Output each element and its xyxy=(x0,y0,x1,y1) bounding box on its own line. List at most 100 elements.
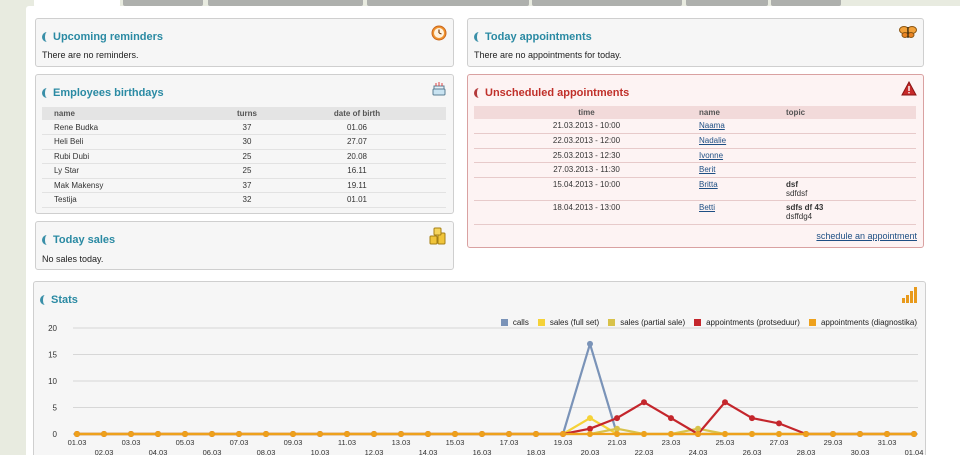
appointment-name-link[interactable]: Naama xyxy=(699,121,725,130)
data-point xyxy=(344,431,350,437)
chart-legend: calls sales (full set) sales (partial sale… xyxy=(492,318,917,327)
appointment-topic xyxy=(786,162,916,178)
table-row: Rubi Dubi 25 20.08 xyxy=(42,149,446,164)
data-point xyxy=(182,431,188,437)
col-name-header: name xyxy=(42,107,212,120)
appointment-name-link[interactable]: Ivonne xyxy=(699,150,724,160)
appointment-topic xyxy=(786,133,916,149)
legend-label: appointments (protseduur) xyxy=(706,318,800,327)
data-point xyxy=(101,431,107,437)
employee-turns: 30 xyxy=(212,134,282,150)
employee-name: Rene Budka xyxy=(42,120,212,135)
topic-subtitle: sdfdsf xyxy=(786,188,808,198)
legend-swatch xyxy=(500,319,508,326)
employee-turns: 37 xyxy=(212,178,282,193)
legend-item[interactable]: appointments (diagnostika) xyxy=(808,318,917,327)
reminders-title: Upcoming reminders xyxy=(42,31,163,43)
tab-7[interactable] xyxy=(771,0,841,6)
employee-dob: 20.08 xyxy=(282,149,432,164)
employee-name: Heli Beli xyxy=(42,134,212,150)
data-point xyxy=(479,431,485,437)
appointment-name-link[interactable]: Britta xyxy=(699,179,718,189)
data-point xyxy=(209,431,215,437)
legend-item[interactable]: appointments (protseduur) xyxy=(694,318,800,327)
x-tick-label: 08.03 xyxy=(257,448,276,455)
col-name-header: name xyxy=(699,106,786,119)
data-point xyxy=(371,431,377,437)
today-sales-title: Today sales xyxy=(42,234,115,246)
data-point xyxy=(290,431,296,437)
unscheduled-table: time name topic 21.03.2013 - 10:00 Naama … xyxy=(474,106,916,225)
series-line xyxy=(77,401,914,436)
appointment-name-link[interactable]: Berit xyxy=(699,165,716,174)
x-tick-label: 12.03 xyxy=(365,448,384,455)
unscheduled-header-row: time name topic xyxy=(474,106,916,119)
birthdays-panel: Employees birthdays name turns date of b… xyxy=(35,74,454,214)
employee-dob: 16.11 xyxy=(282,163,432,179)
reminders-empty-text: There are no reminders. xyxy=(42,50,139,60)
x-tick-label: 06.03 xyxy=(203,448,222,455)
y-tick-label: 5 xyxy=(53,404,58,413)
birthdays-title: Employees birthdays xyxy=(42,87,164,99)
tab-5[interactable] xyxy=(532,0,682,6)
x-tick-label: 13.03 xyxy=(392,438,411,447)
tab-6[interactable] xyxy=(686,0,768,6)
appointment-name-link[interactable]: Betti xyxy=(699,202,716,212)
employee-name: Rubi Dubi xyxy=(42,149,212,164)
legend-item[interactable]: sales (partial sale) xyxy=(608,318,685,327)
x-tick-label: 27.03 xyxy=(770,438,789,447)
today-appointments-empty-text: There are no appointments for today. xyxy=(474,50,622,60)
reminders-panel: Upcoming reminders There are no reminder… xyxy=(35,18,454,67)
employee-dob: 27.07 xyxy=(282,134,432,150)
x-tick-label: 01.04 xyxy=(905,448,924,455)
data-point xyxy=(587,425,593,432)
data-point xyxy=(587,415,593,422)
data-point xyxy=(614,415,620,422)
appointment-time: 22.03.2013 - 12:00 xyxy=(474,133,699,149)
x-tick-label: 19.03 xyxy=(554,438,573,447)
x-tick-label: 15.03 xyxy=(446,438,465,447)
data-point xyxy=(857,431,863,437)
x-tick-label: 20.03 xyxy=(581,448,600,455)
table-row: 21.03.2013 - 10:00 Naama xyxy=(474,119,916,134)
data-point xyxy=(587,431,593,437)
x-tick-label: 16.03 xyxy=(473,448,492,455)
schedule-appointment-link[interactable]: schedule an appointment xyxy=(816,231,917,241)
data-point xyxy=(803,431,809,437)
x-tick-label: 18.03 xyxy=(527,448,546,455)
legend-item[interactable]: sales (full set) xyxy=(537,318,600,327)
x-tick-label: 01.03 xyxy=(68,438,87,447)
today-appointments-title: Today appointments xyxy=(474,31,592,43)
data-point xyxy=(695,425,701,432)
employee-turns: 25 xyxy=(212,149,282,164)
topic-title: dsf xyxy=(786,179,798,189)
tab-2[interactable] xyxy=(123,0,203,6)
x-tick-label: 29.03 xyxy=(824,438,843,447)
tab-4[interactable] xyxy=(367,0,529,6)
table-row: 18.04.2013 - 13:00 Betti sdfs df 43 dsffdg4 xyxy=(474,200,916,225)
tab-dashboard[interactable] xyxy=(34,0,120,7)
legend-label: sales (full set) xyxy=(549,318,600,327)
data-point xyxy=(668,415,674,422)
legend-item[interactable]: calls xyxy=(500,318,529,327)
data-point xyxy=(560,431,566,437)
employee-turns: 37 xyxy=(212,120,282,135)
data-point xyxy=(263,431,269,437)
stats-title: Stats xyxy=(40,294,78,306)
table-row: 15.04.2013 - 10:00 Britta dsf sdfdsf xyxy=(474,177,916,201)
data-point xyxy=(830,431,836,437)
data-point xyxy=(398,431,404,437)
appointment-time: 15.04.2013 - 10:00 xyxy=(474,177,699,201)
butterfly-icon xyxy=(899,25,917,42)
data-point xyxy=(317,431,323,437)
table-row: Testija 32 01.01 xyxy=(42,192,446,208)
appointment-name-link[interactable]: Nadalie xyxy=(699,136,727,145)
appointment-time: 18.04.2013 - 13:00 xyxy=(474,200,699,225)
legend-swatch xyxy=(608,319,616,326)
employee-dob: 01.01 xyxy=(282,192,432,208)
data-point xyxy=(641,399,647,406)
x-tick-label: 10.03 xyxy=(311,448,330,455)
data-point xyxy=(506,431,512,437)
tab-3[interactable] xyxy=(208,0,363,6)
table-row: Rene Budka 37 01.06 xyxy=(42,120,446,135)
